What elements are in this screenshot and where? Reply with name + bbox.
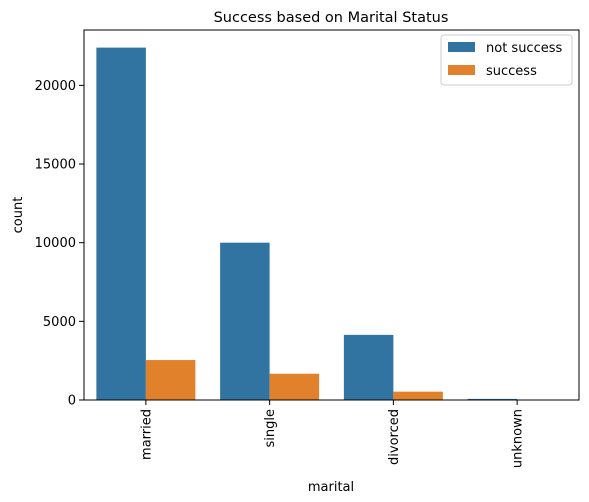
y-tick-label: 20000 [35,79,76,94]
plot-frame [83,29,580,401]
bar-married-not-success [96,47,146,400]
x-tick-label-single: single [263,409,278,448]
legend-swatch-success [448,65,475,75]
bar-unknown-not-success [467,398,518,400]
bar-married-success [145,360,196,400]
bar-divorced-not-success [343,334,394,400]
bars-group [96,47,567,400]
x-tick-label-unknown: unknown [511,409,526,468]
legend-label-not-success: not success [486,41,563,56]
legend: not success success [440,34,573,86]
x-axis-ticks: married single divorced unknown [139,400,526,468]
legend-label-success: success [486,64,537,79]
y-axis-label: count [11,197,26,234]
y-tick-label: 15000 [35,158,76,173]
bar-single-success [269,373,320,400]
bar-divorced-success [393,391,443,400]
y-axis-ticks: 0 5000 10000 15000 20000 [35,79,84,409]
y-tick-label: 5000 [43,315,76,330]
x-tick-label-divorced: divorced [387,409,402,465]
bar-single-not-success [220,242,270,400]
chart-title: Success based on Marital Status [214,10,449,26]
x-axis-label: marital [308,480,354,495]
x-tick-label-married: married [139,409,154,460]
y-tick-label: 10000 [35,236,76,251]
y-tick-label: 0 [68,394,76,409]
legend-swatch-not-success [448,42,475,52]
